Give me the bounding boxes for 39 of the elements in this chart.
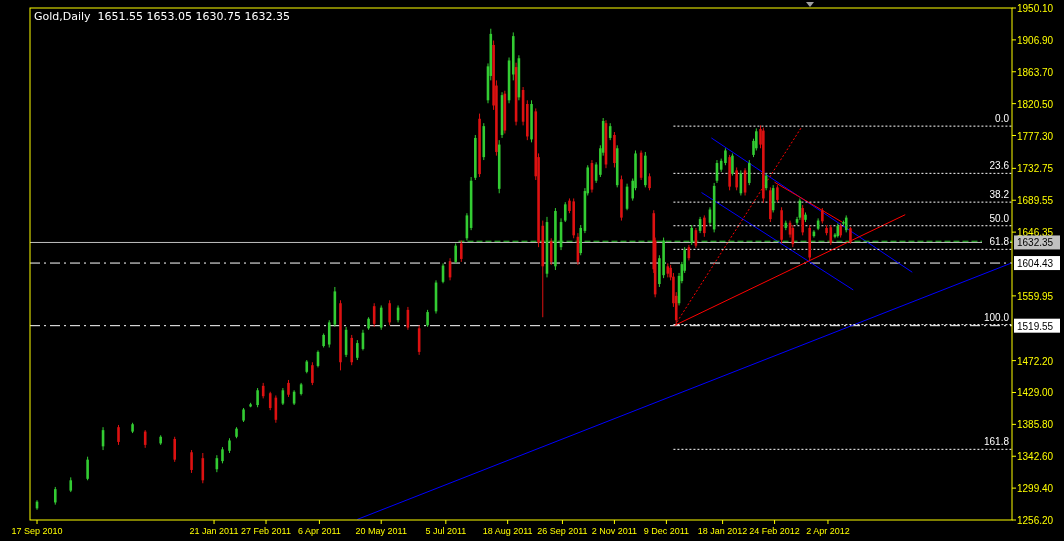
- y-tick-label: 1777.30: [1017, 130, 1054, 142]
- x-tick-label: 6 Apr 2011: [297, 526, 341, 536]
- x-tick-label: 26 Sep 2011: [537, 526, 588, 536]
- series-label: 23.6: [989, 160, 1010, 172]
- series-label: 61.8: [989, 236, 1010, 248]
- y-tick-label: 1646.35: [1017, 227, 1054, 239]
- y-tick-label: 1385.80: [1017, 419, 1054, 431]
- x-tick-label: 18 Jan 2012: [697, 526, 748, 536]
- x-tick-label: 2 Nov 2011: [591, 526, 638, 536]
- x-tick-label: 2 Apr 2012: [806, 526, 850, 536]
- chart-title: Gold,Daily 1651.55 1653.05 1630.75 1632.35: [34, 10, 291, 23]
- x-tick-label: 20 May 2011: [355, 526, 407, 536]
- y-tick-label: 1689.55: [1017, 195, 1054, 207]
- y-tick-label: 1906.90: [1017, 34, 1054, 46]
- y-tick-label: 1299.40: [1017, 483, 1054, 495]
- ref-line-label: 1604.43: [1017, 258, 1054, 270]
- y-tick-label: 1732.75: [1017, 163, 1054, 175]
- series-label: 161.8: [983, 436, 1010, 448]
- y-tick-label: 1950.10: [1017, 3, 1054, 14]
- y-tick-label: 1342.60: [1017, 451, 1054, 463]
- ref-line-label: 1632.35: [1017, 237, 1054, 249]
- ref-line-label: 1519.55: [1017, 320, 1054, 332]
- y-tick-label: 1256.20: [1017, 515, 1054, 526]
- x-tick-label: 9 Dec 2011: [643, 526, 690, 536]
- x-tick-label: 18 Aug 2011: [482, 526, 533, 536]
- x-tick-label: 24 Feb 2012: [749, 526, 800, 536]
- y-tick-label: 1429.00: [1017, 387, 1054, 399]
- x-tick-label: 5 Jul 2011: [425, 526, 467, 536]
- series-label: 38.2: [989, 189, 1010, 201]
- x-tick-label: 17 Sep 2010: [11, 526, 63, 536]
- series-label: 100.0: [983, 311, 1010, 323]
- x-tick-label: 21 Jan 2011: [189, 526, 239, 536]
- y-tick-label: 1863.70: [1017, 66, 1054, 78]
- y-tick-label: 1472.20: [1017, 355, 1054, 367]
- series-label: 0.0: [995, 113, 1010, 125]
- y-tick-label: 1559.95: [1017, 290, 1054, 302]
- series-label: 50.0: [989, 212, 1010, 224]
- y-tick-label: 1820.50: [1017, 98, 1054, 110]
- x-tick-label: 27 Feb 2011: [241, 526, 291, 536]
